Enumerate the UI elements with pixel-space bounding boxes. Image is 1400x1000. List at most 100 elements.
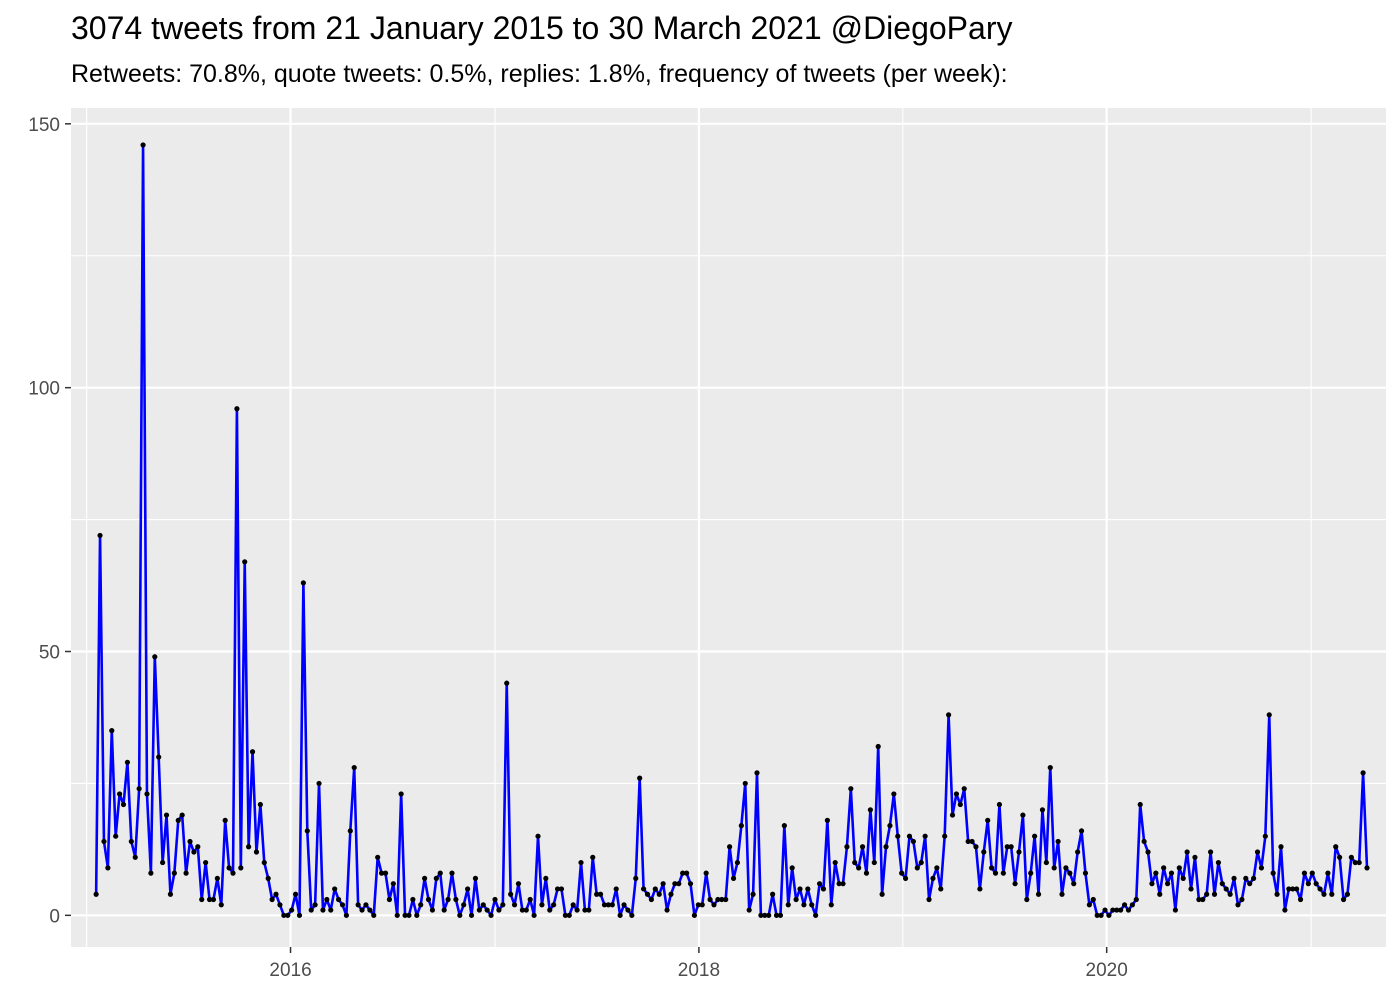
data-point (766, 912, 772, 918)
data-point (410, 896, 416, 903)
data-point (140, 142, 146, 148)
data-point (105, 865, 111, 871)
data-point (883, 844, 889, 850)
data-point (1118, 907, 1124, 913)
data-point (543, 875, 549, 882)
data-point (1337, 854, 1343, 860)
data-point (1286, 886, 1292, 892)
data-point (1235, 902, 1241, 908)
x-tick-label: 2016 (269, 960, 311, 981)
data-point (558, 886, 565, 892)
data-point (875, 743, 881, 750)
data-point (852, 859, 858, 866)
data-point (578, 859, 584, 866)
data-point (1290, 886, 1296, 892)
data-point (367, 907, 373, 913)
data-point (1348, 854, 1354, 860)
data-point (1352, 859, 1358, 866)
data-point (1184, 849, 1190, 855)
data-point (461, 902, 467, 908)
data-point (508, 891, 514, 897)
data-point (332, 886, 338, 892)
data-point (425, 896, 432, 903)
data-point (914, 865, 920, 871)
y-tick-label: 50 (39, 643, 60, 664)
data-point (406, 912, 412, 918)
data-point (253, 849, 260, 855)
data-point (773, 912, 780, 918)
data-point (1258, 865, 1265, 871)
data-point (234, 406, 240, 412)
chart-title: 3074 tweets from 21 January 2015 to 30 M… (71, 10, 1013, 46)
data-point (781, 823, 787, 829)
data-point (1110, 907, 1116, 913)
data-point (1200, 896, 1206, 903)
data-point (359, 907, 365, 913)
data-point (117, 791, 123, 797)
data-point (789, 865, 795, 871)
data-point (1231, 875, 1237, 882)
data-point (523, 907, 529, 913)
data-point (1161, 865, 1167, 871)
data-point (758, 912, 764, 918)
data-point (179, 812, 185, 818)
data-point (1207, 849, 1214, 855)
data-point (1090, 896, 1096, 903)
data-point (1102, 907, 1108, 913)
data-point (136, 786, 142, 792)
data-point (1137, 801, 1143, 808)
data-point (676, 881, 682, 887)
data-point (472, 875, 479, 882)
data-point (684, 870, 690, 876)
data-point (926, 896, 932, 903)
data-point (703, 870, 709, 876)
data-point (414, 912, 420, 918)
data-points (93, 142, 1370, 918)
data-point (527, 896, 533, 903)
data-point (930, 875, 936, 882)
data-point (770, 891, 776, 897)
data-point (496, 907, 502, 913)
data-point (429, 907, 436, 913)
data-point (355, 902, 361, 908)
data-point (363, 902, 369, 908)
data-point (292, 891, 299, 897)
data-point (691, 912, 698, 918)
data-point (519, 907, 525, 913)
data-point (922, 833, 928, 839)
data-point (985, 817, 991, 823)
data-point (390, 881, 396, 887)
data-point (93, 891, 99, 897)
data-point (605, 902, 612, 908)
data-point (992, 870, 999, 876)
data-point (1020, 812, 1026, 818)
data-point (554, 886, 561, 892)
data-point (1297, 896, 1304, 903)
data-point (511, 902, 518, 908)
data-point (942, 833, 948, 839)
data-point (856, 865, 862, 871)
data-point (832, 859, 838, 866)
data-point (1098, 912, 1104, 918)
data-point (871, 859, 877, 866)
data-point (109, 728, 115, 734)
data-point (1125, 907, 1132, 913)
data-point (1055, 838, 1061, 845)
data-point (574, 907, 580, 913)
data-point (1172, 907, 1178, 913)
data-point (343, 912, 349, 918)
data-point (813, 912, 819, 918)
data-point (652, 886, 658, 892)
data-point (809, 902, 815, 908)
data-point (879, 891, 885, 897)
data-point (637, 775, 643, 781)
data-point (398, 791, 404, 797)
data-point (249, 749, 256, 755)
data-point (214, 875, 220, 882)
data-point (504, 680, 510, 686)
data-point (1149, 881, 1155, 887)
data-point (961, 786, 967, 792)
data-point (656, 891, 662, 897)
data-point (441, 907, 447, 913)
data-point (973, 844, 979, 850)
